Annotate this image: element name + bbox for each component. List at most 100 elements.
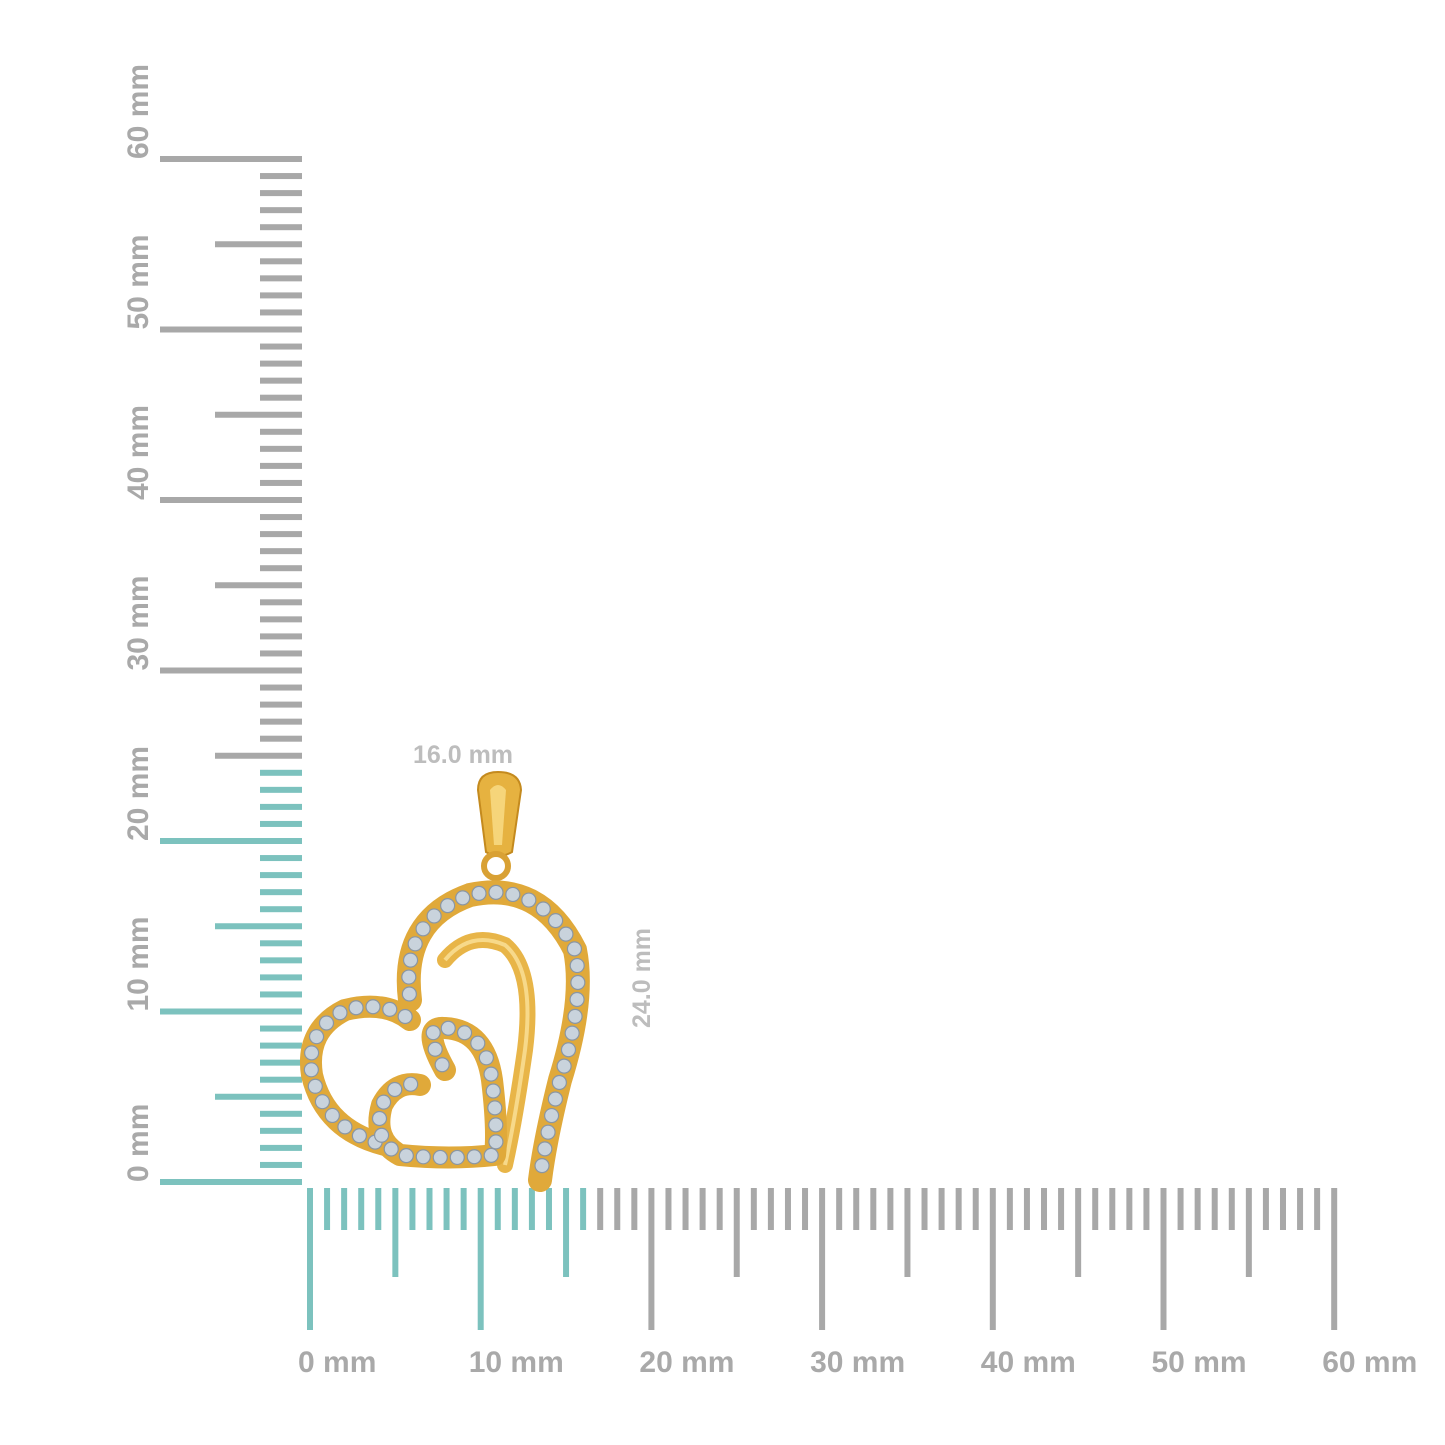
vertical-tick	[260, 275, 302, 282]
horizontal-tick	[1041, 1188, 1048, 1230]
horizontal-tick	[1279, 1188, 1286, 1230]
diamond-stone	[466, 1149, 482, 1165]
horizontal-tick	[904, 1188, 911, 1277]
vertical-tick	[260, 173, 302, 180]
horizontal-tick	[1109, 1188, 1116, 1230]
horizontal-tick	[802, 1188, 809, 1230]
diamond-stone	[558, 926, 574, 942]
horizontal-tick	[665, 1188, 672, 1230]
diamond-stone	[534, 1158, 550, 1174]
vertical-ruler	[160, 156, 302, 1185]
vertical-tick	[260, 360, 302, 367]
vertical-tick	[160, 497, 302, 503]
vertical-tick	[215, 923, 302, 930]
vertical-ruler-label: 10 mm	[122, 916, 155, 1011]
vertical-tick	[260, 565, 302, 572]
vertical-tick	[260, 1059, 302, 1066]
horizontal-tick	[699, 1188, 706, 1230]
diamond-stone	[434, 1057, 450, 1073]
vertical-tick	[260, 940, 302, 947]
height-dimension-label: 24.0 mm	[628, 928, 656, 1028]
horizontal-tick	[580, 1188, 587, 1230]
horizontal-tick	[1297, 1188, 1304, 1230]
vertical-tick	[215, 582, 302, 589]
vertical-tick	[260, 872, 302, 879]
horizontal-tick	[870, 1188, 877, 1230]
diamond-stone	[426, 908, 442, 924]
width-dimension-label: 16.0 mm	[413, 741, 513, 769]
vertical-tick	[160, 1008, 302, 1015]
horizontal-tick	[341, 1188, 348, 1230]
vertical-tick	[260, 394, 302, 401]
horizontal-tick	[614, 1188, 621, 1230]
vertical-tick	[260, 991, 302, 998]
diamond-stone	[415, 1149, 431, 1165]
diamond-stone	[478, 1050, 494, 1066]
diamond-stone	[570, 974, 586, 991]
diamond-stone	[488, 1117, 504, 1133]
vertical-tick	[260, 190, 302, 197]
horizontal-tick	[528, 1188, 535, 1230]
diamond-stone	[387, 1081, 403, 1098]
vertical-tick	[260, 820, 302, 827]
vertical-ruler-label: 30 mm	[122, 575, 155, 670]
vertical-tick	[260, 855, 302, 862]
diamond-stone	[455, 890, 471, 906]
horizontal-tick	[358, 1188, 365, 1230]
diamond-stone	[556, 1058, 572, 1074]
vertical-tick	[215, 1093, 302, 1100]
vertical-tick	[260, 906, 302, 913]
vertical-tick	[260, 1161, 302, 1168]
diamond-stone	[543, 1107, 560, 1124]
horizontal-tick	[1177, 1188, 1184, 1230]
horizontal-tick	[819, 1188, 826, 1330]
horizontal-tick	[733, 1188, 740, 1277]
diamond-stone	[307, 1078, 323, 1094]
horizontal-tick	[1314, 1188, 1321, 1230]
horizontal-tick	[938, 1188, 945, 1230]
diamond-stone	[351, 1128, 367, 1144]
vertical-tick	[260, 207, 302, 214]
horizontal-tick	[648, 1188, 655, 1330]
diamond-stone	[560, 1042, 577, 1058]
diamond-stone	[535, 901, 551, 917]
vertical-tick	[260, 616, 302, 623]
diamond-stone	[407, 936, 423, 952]
horizontal-tick	[494, 1188, 501, 1230]
horizontal-tick	[784, 1188, 791, 1230]
diamond-stone	[365, 999, 381, 1015]
vertical-tick	[260, 769, 302, 776]
vertical-tick	[160, 156, 302, 162]
diamond-stone	[471, 885, 487, 901]
horizontal-tick	[460, 1188, 467, 1230]
horizontal-ruler-label: 10 mm	[469, 1346, 564, 1379]
vertical-tick	[215, 752, 302, 759]
horizontal-tick	[1262, 1188, 1269, 1230]
horizontal-tick	[324, 1188, 331, 1230]
horizontal-tick	[682, 1188, 689, 1230]
diamond-stone	[540, 1124, 556, 1140]
vertical-tick	[260, 650, 302, 657]
diamond-stone	[521, 892, 537, 908]
diamond-stone	[371, 1110, 388, 1127]
diamond-stone	[401, 969, 417, 985]
vertical-tick	[260, 1076, 302, 1083]
vertical-tick	[260, 957, 302, 964]
horizontal-tick	[921, 1188, 928, 1230]
diamond-stone	[432, 1149, 448, 1166]
diamond-stone	[456, 1025, 473, 1041]
diamond-stone	[569, 991, 585, 1008]
horizontal-tick	[1126, 1188, 1133, 1230]
diamond-stone	[324, 1107, 340, 1124]
vertical-tick	[260, 889, 302, 896]
horizontal-tick	[443, 1188, 450, 1230]
horizontal-tick	[853, 1188, 860, 1230]
horizontal-ruler-label: 50 mm	[1152, 1346, 1247, 1379]
horizontal-tick	[955, 1188, 962, 1230]
diamond-stone	[470, 1035, 486, 1051]
vertical-tick	[260, 684, 302, 691]
vertical-tick	[260, 292, 302, 299]
diamond-stone	[483, 1147, 499, 1164]
diamond-stone	[564, 1025, 580, 1041]
